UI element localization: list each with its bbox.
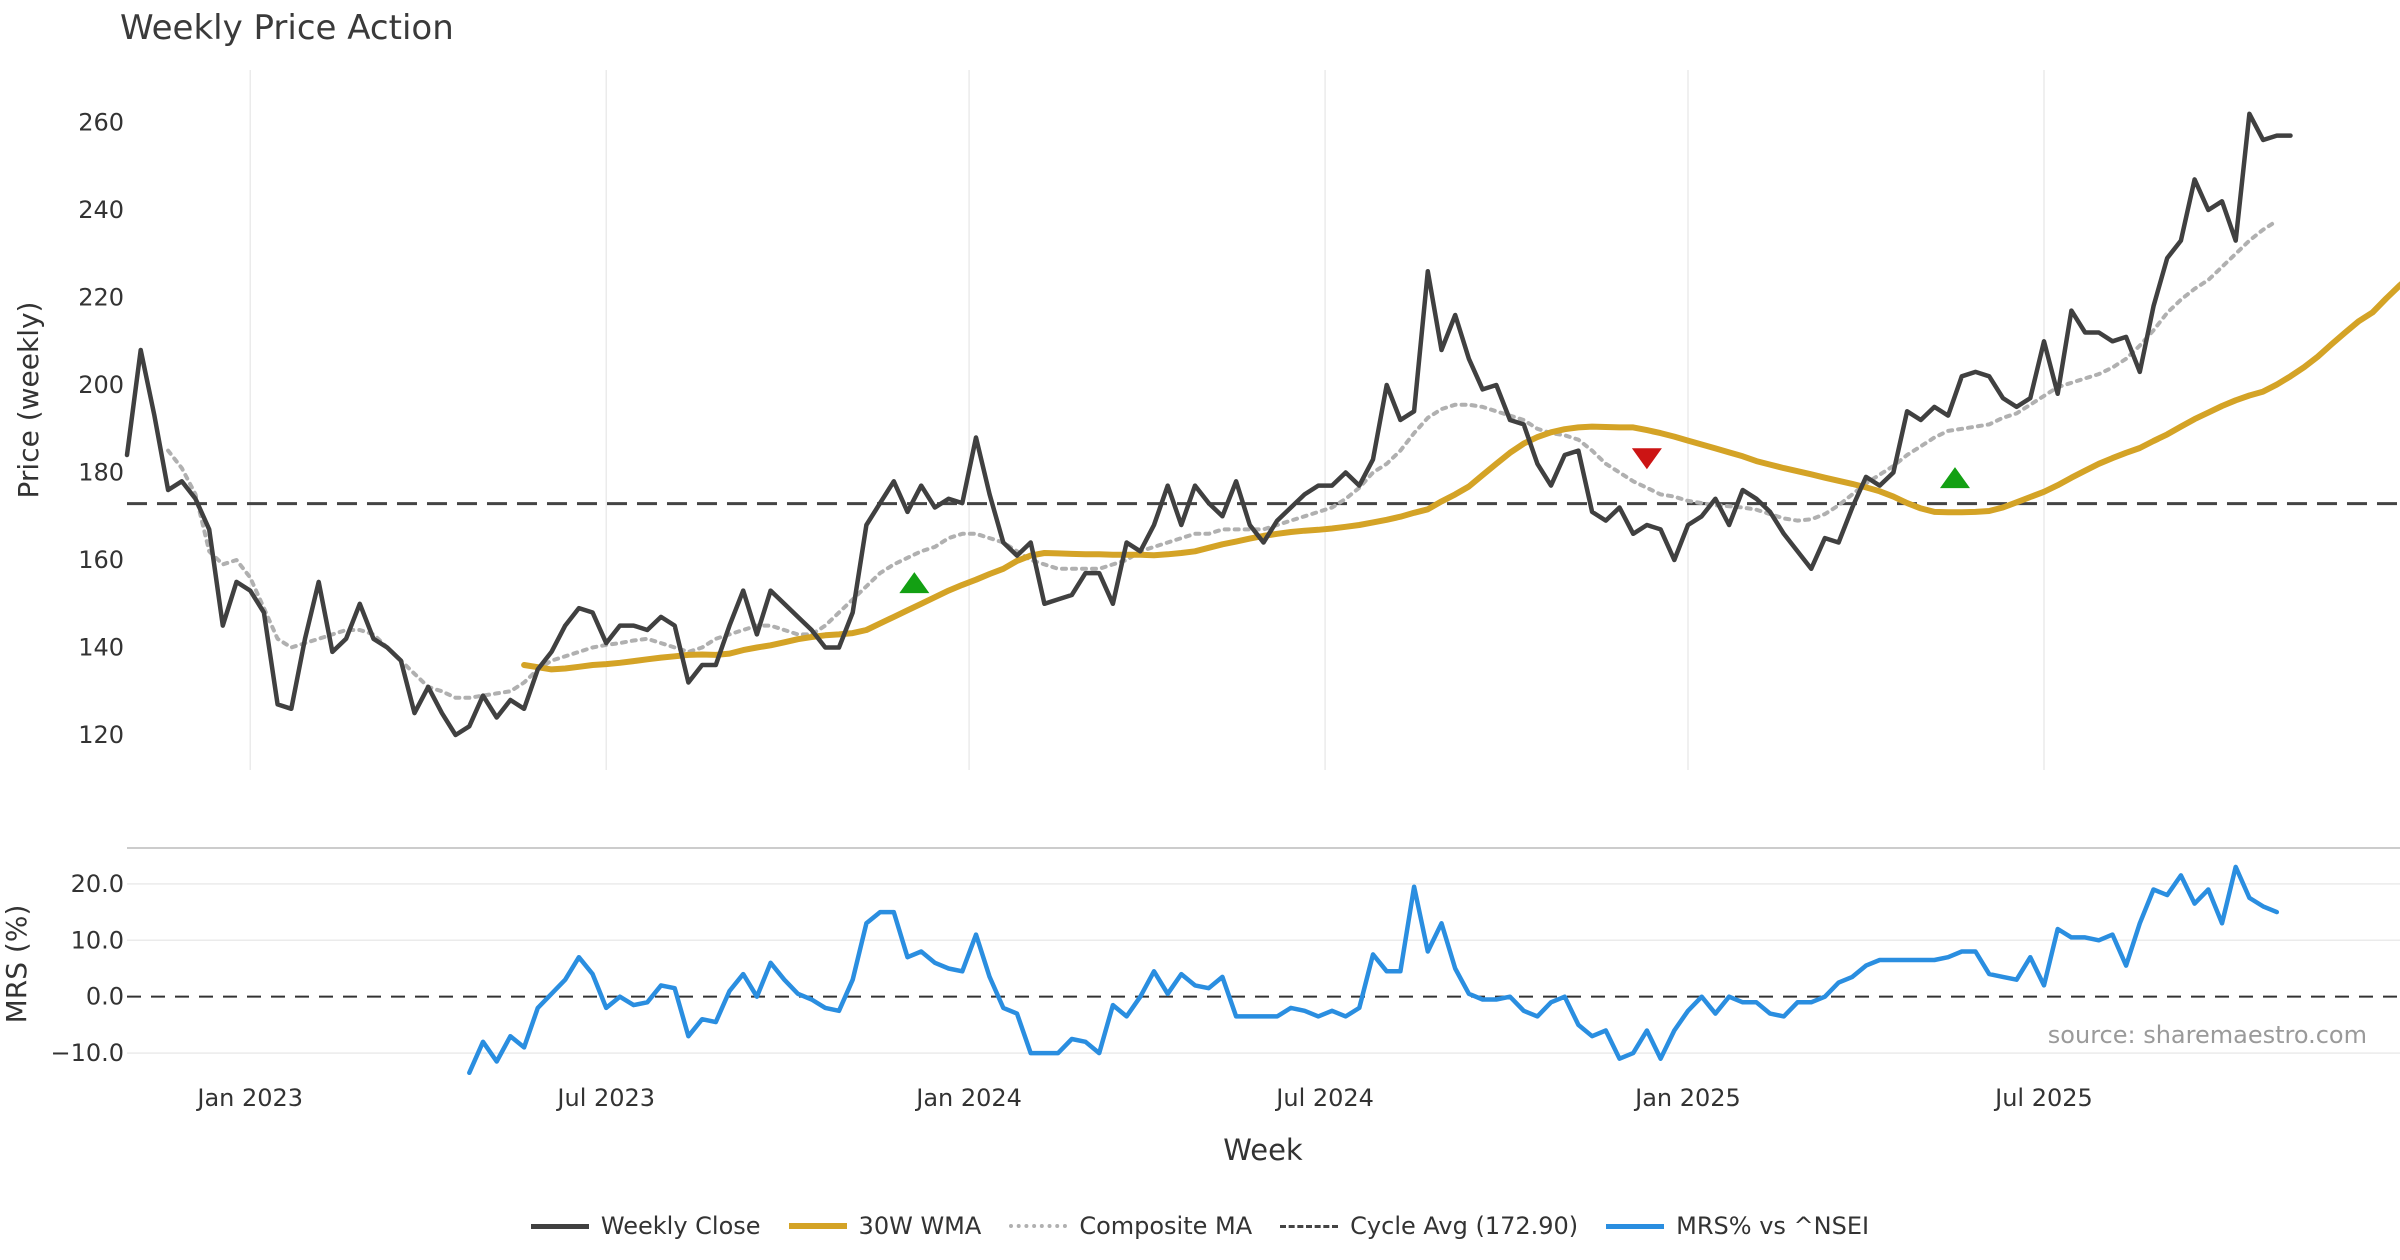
legend-item-weekly-close[interactable]: Weekly Close xyxy=(530,1212,761,1240)
y-axis-label: Price (weekly) xyxy=(12,302,45,499)
composite-ma-line xyxy=(166,218,2279,700)
weekly-close-line xyxy=(124,111,2293,738)
legend-swatch-composite xyxy=(1009,1224,1068,1228)
mrs-y-tick-label: 20.0 xyxy=(71,870,124,898)
mrs-line xyxy=(467,864,2280,1076)
x-tick-label: Jan 2023 xyxy=(195,1084,303,1112)
mrs-y-tick-label: 0.0 xyxy=(86,983,124,1011)
x-tick-label: Jan 2025 xyxy=(1633,1084,1741,1112)
x-tick-label: Jan 2024 xyxy=(914,1084,1022,1112)
legend-swatch-close xyxy=(530,1223,589,1229)
y-tick-label: 200 xyxy=(78,371,124,399)
y-tick-label: 120 xyxy=(78,721,124,749)
mrs-y-tick-label: −10.0 xyxy=(50,1039,124,1067)
legend-label: Composite MA xyxy=(1079,1212,1253,1240)
x-tick-label: Jul 2024 xyxy=(1274,1084,1374,1112)
mrs-y-tick-label: 10.0 xyxy=(71,926,124,954)
y-tick-label: 180 xyxy=(78,459,124,487)
y-tick-label: 140 xyxy=(78,634,124,662)
legend-item-composite-ma[interactable]: Composite MA xyxy=(1009,1212,1252,1240)
sell-signal-marker xyxy=(1631,448,1662,470)
legend-swatch-mrs xyxy=(1606,1223,1665,1229)
buy-signal-marker xyxy=(899,572,930,594)
legend-label: Cycle Avg (172.90) xyxy=(1350,1212,1579,1240)
legend-swatch-cycle xyxy=(1280,1224,1339,1228)
y-tick-label: 220 xyxy=(78,284,124,312)
legend-swatch-wma xyxy=(788,1223,847,1229)
legend-item-cycle-avg[interactable]: Cycle Avg (172.90) xyxy=(1280,1212,1578,1240)
chart-legend: Weekly Close 30W WMA Composite MA Cycle … xyxy=(0,1212,2400,1240)
y-tick-label: 260 xyxy=(78,109,124,137)
x-axis-label: Week xyxy=(1223,1133,1303,1167)
source-watermark: source: sharemaestro.com xyxy=(2047,1021,2367,1049)
x-tick-label: Jul 2023 xyxy=(555,1084,655,1112)
y-tick-label: 240 xyxy=(78,196,124,224)
legend-label: MRS% vs ^NSEI xyxy=(1676,1212,1870,1240)
legend-item-mrs[interactable]: MRS% vs ^NSEI xyxy=(1606,1212,1869,1240)
x-tick-label: Jul 2025 xyxy=(1993,1084,2093,1112)
legend-label: 30W WMA xyxy=(858,1212,982,1240)
wma-line xyxy=(521,281,2400,673)
legend-label: Weekly Close xyxy=(600,1212,761,1240)
legend-item-30w-wma[interactable]: 30W WMA xyxy=(788,1212,982,1240)
mrs-y-axis-label: MRS (%) xyxy=(0,905,33,1024)
y-tick-label: 160 xyxy=(78,546,124,574)
chart-title: Weekly Price Action xyxy=(120,8,454,48)
buy-signal-marker xyxy=(1939,467,1970,489)
